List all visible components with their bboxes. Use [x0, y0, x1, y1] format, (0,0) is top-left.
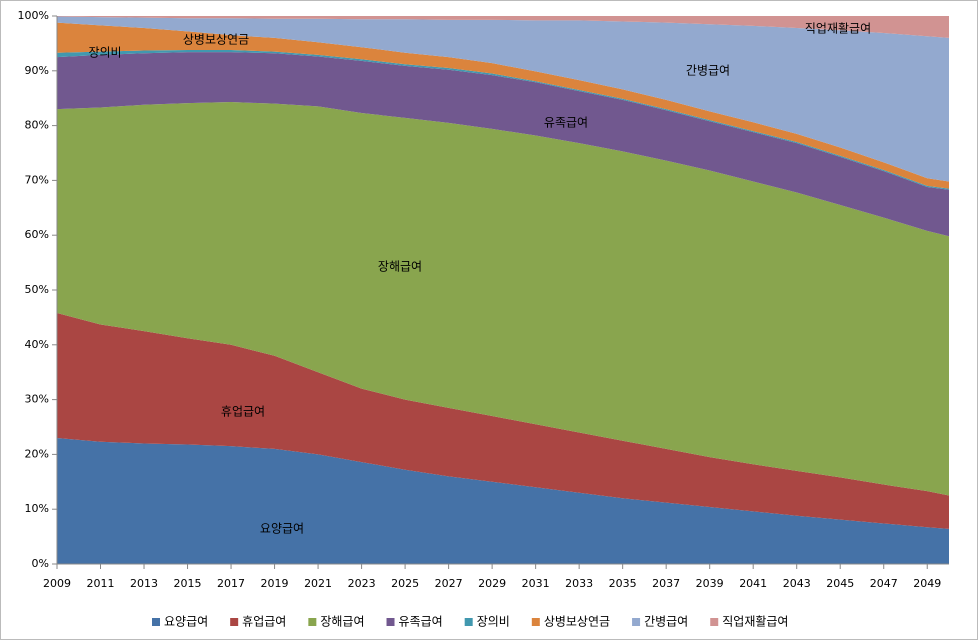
area-label: 유족급여: [544, 116, 588, 130]
area-label: 장의비: [88, 46, 121, 60]
area: [57, 313, 949, 529]
y-tick-label: 100%: [18, 9, 49, 22]
area-label: 휴업급여: [221, 405, 265, 419]
x-tick-label: 2011: [87, 577, 115, 590]
area-label: 간병급여: [686, 64, 730, 78]
y-tick-label: 50%: [25, 283, 49, 296]
x-tick-label: 2021: [304, 577, 332, 590]
x-tick-label: 2017: [217, 577, 245, 590]
x-tick-label: 2041: [739, 577, 767, 590]
legend-swatch: [710, 618, 719, 626]
x-tick-label: 2023: [348, 577, 376, 590]
legend-label: 휴업급여: [242, 615, 286, 629]
y-tick-label: 70%: [25, 173, 49, 186]
legend-swatch: [464, 618, 473, 626]
legend-swatch: [230, 618, 239, 626]
area-label: 상병보상연금: [183, 33, 249, 47]
x-tick-label: 2031: [522, 577, 550, 590]
x-tick-label: 2045: [826, 577, 854, 590]
x-tick-label: 2013: [130, 577, 158, 590]
area: [57, 52, 949, 237]
area-label: 요양급여: [260, 522, 304, 536]
x-tick-label: 2049: [913, 577, 941, 590]
legend-swatch: [386, 618, 395, 626]
x-tick-label: 2037: [652, 577, 680, 590]
y-tick-label: 80%: [25, 119, 49, 132]
legend-swatch: [152, 618, 160, 626]
legend-label: 직업재활급여: [722, 615, 788, 629]
y-tick-label: 0%: [32, 557, 49, 570]
area-label: 장해급여: [378, 260, 422, 274]
x-tick-label: 2033: [565, 577, 593, 590]
x-tick-label: 2043: [783, 577, 811, 590]
legend-swatch: [632, 618, 641, 626]
x-tick-label: 2035: [609, 577, 637, 590]
area: [57, 16, 949, 182]
y-tick-label: 20%: [25, 447, 49, 460]
area: [57, 16, 949, 38]
y-tick-label: 90%: [25, 64, 49, 77]
x-tick-label: 2029: [478, 577, 506, 590]
y-tick-label: 40%: [25, 338, 49, 351]
legend-label: 장해급여: [320, 615, 364, 629]
y-tick-label: 60%: [25, 228, 49, 241]
x-tick-label: 2015: [174, 577, 202, 590]
x-tick-label: 2009: [43, 577, 71, 590]
legend-swatch: [308, 618, 317, 626]
legend-label: 간병급여: [644, 615, 688, 629]
legend-swatch: [531, 618, 540, 626]
x-tick-label: 2039: [696, 577, 724, 590]
legend-label: 상병보상연금: [544, 615, 610, 629]
x-tick-label: 2047: [870, 577, 898, 590]
x-tick-label: 2027: [435, 577, 463, 590]
area: [57, 437, 949, 564]
area: [57, 102, 949, 496]
legend-label: 요양급여: [164, 615, 208, 629]
y-tick-label: 10%: [25, 502, 49, 515]
x-tick-label: 2025: [391, 577, 419, 590]
legend-label: 장의비: [477, 615, 510, 629]
area: [57, 22, 949, 189]
area-label: 직업재활급여: [805, 22, 871, 36]
legend-label: 유족급여: [399, 615, 443, 629]
x-tick-label: 2019: [261, 577, 289, 590]
y-tick-label: 30%: [25, 393, 49, 406]
